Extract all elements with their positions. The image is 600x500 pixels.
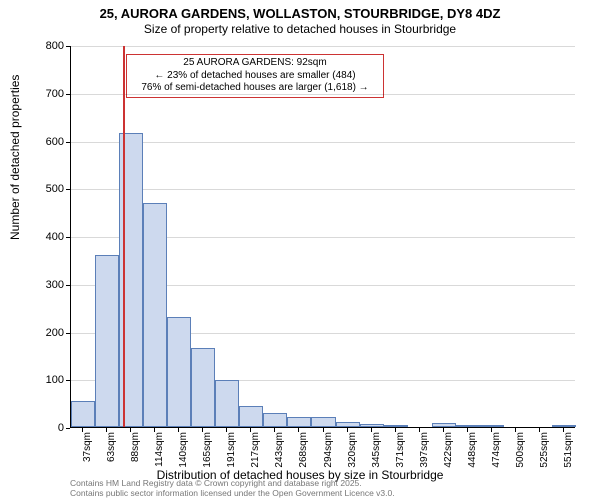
ytick-label: 500 xyxy=(24,183,64,195)
ytick-mark xyxy=(66,380,70,381)
ytick-mark xyxy=(66,285,70,286)
chart-container: 25, AURORA GARDENS, WOLLASTON, STOURBRID… xyxy=(0,0,600,500)
title-line2: Size of property relative to detached ho… xyxy=(0,22,600,37)
annotation-box: 25 AURORA GARDENS: 92sqm ← 23% of detach… xyxy=(126,54,384,98)
title-block: 25, AURORA GARDENS, WOLLASTON, STOURBRID… xyxy=(0,0,600,37)
ytick-mark xyxy=(66,94,70,95)
histogram-bar xyxy=(287,417,311,428)
histogram-bar xyxy=(263,413,287,427)
ytick-label: 200 xyxy=(24,327,64,339)
histogram-bar xyxy=(360,424,384,427)
xtick-label: 551sqm xyxy=(563,432,574,482)
xtick-label: 294sqm xyxy=(323,432,334,482)
annotation-line3: 76% of semi-detached houses are larger (… xyxy=(132,82,378,95)
ytick-mark xyxy=(66,142,70,143)
plot-area: 25 AURORA GARDENS: 92sqm ← 23% of detach… xyxy=(70,46,575,428)
title-line1: 25, AURORA GARDENS, WOLLASTON, STOURBRID… xyxy=(0,6,600,22)
ytick-mark xyxy=(66,46,70,47)
histogram-bar xyxy=(432,423,456,427)
xtick-label: 37sqm xyxy=(82,432,93,482)
histogram-bar xyxy=(480,425,504,427)
histogram-bar xyxy=(143,203,167,427)
ytick-label: 0 xyxy=(24,422,64,434)
gridline xyxy=(71,94,575,95)
ytick-label: 100 xyxy=(24,374,64,386)
footer: Contains HM Land Registry data © Crown c… xyxy=(70,479,395,499)
histogram-bar xyxy=(552,425,576,427)
xtick-label: 474sqm xyxy=(491,432,502,482)
histogram-bar xyxy=(336,422,360,427)
xtick-label: 140sqm xyxy=(178,432,189,482)
histogram-bar xyxy=(167,317,191,427)
ytick-label: 600 xyxy=(24,136,64,148)
xtick-label: 191sqm xyxy=(226,432,237,482)
histogram-bar xyxy=(311,417,335,427)
xtick-label: 371sqm xyxy=(395,432,406,482)
xtick-label: 345sqm xyxy=(371,432,382,482)
xtick-label: 448sqm xyxy=(467,432,478,482)
xtick-label: 397sqm xyxy=(419,432,430,482)
histogram-bar xyxy=(191,348,215,427)
xtick-label: 217sqm xyxy=(250,432,261,482)
ytick-label: 300 xyxy=(24,279,64,291)
gridline xyxy=(71,46,575,47)
xtick-label: 88sqm xyxy=(130,432,141,482)
histogram-bar xyxy=(215,380,239,427)
xtick-label: 63sqm xyxy=(106,432,117,482)
histogram-bar xyxy=(71,401,95,427)
xtick-label: 525sqm xyxy=(539,432,550,482)
marker-line xyxy=(123,46,125,427)
ytick-mark xyxy=(66,333,70,334)
xtick-label: 422sqm xyxy=(443,432,454,482)
xtick-label: 165sqm xyxy=(202,432,213,482)
xtick-label: 243sqm xyxy=(274,432,285,482)
ytick-label: 700 xyxy=(24,88,64,100)
annotation-line2: ← 23% of detached houses are smaller (48… xyxy=(132,70,378,83)
ytick-mark xyxy=(66,428,70,429)
footer-line2: Contains public sector information licen… xyxy=(70,489,395,499)
ytick-label: 400 xyxy=(24,231,64,243)
xtick-label: 114sqm xyxy=(154,432,165,482)
xtick-label: 500sqm xyxy=(515,432,526,482)
xtick-label: 320sqm xyxy=(347,432,358,482)
ytick-mark xyxy=(66,237,70,238)
histogram-bar xyxy=(239,406,263,427)
gridline xyxy=(71,142,575,143)
histogram-bar xyxy=(95,255,119,427)
ytick-label: 800 xyxy=(24,40,64,52)
xtick-label: 268sqm xyxy=(298,432,309,482)
histogram-bar xyxy=(384,425,408,427)
histogram-bar xyxy=(456,425,480,427)
annotation-line1: 25 AURORA GARDENS: 92sqm xyxy=(132,57,378,70)
gridline xyxy=(71,189,575,190)
y-axis-label: Number of detached properties xyxy=(8,75,22,240)
ytick-mark xyxy=(66,189,70,190)
